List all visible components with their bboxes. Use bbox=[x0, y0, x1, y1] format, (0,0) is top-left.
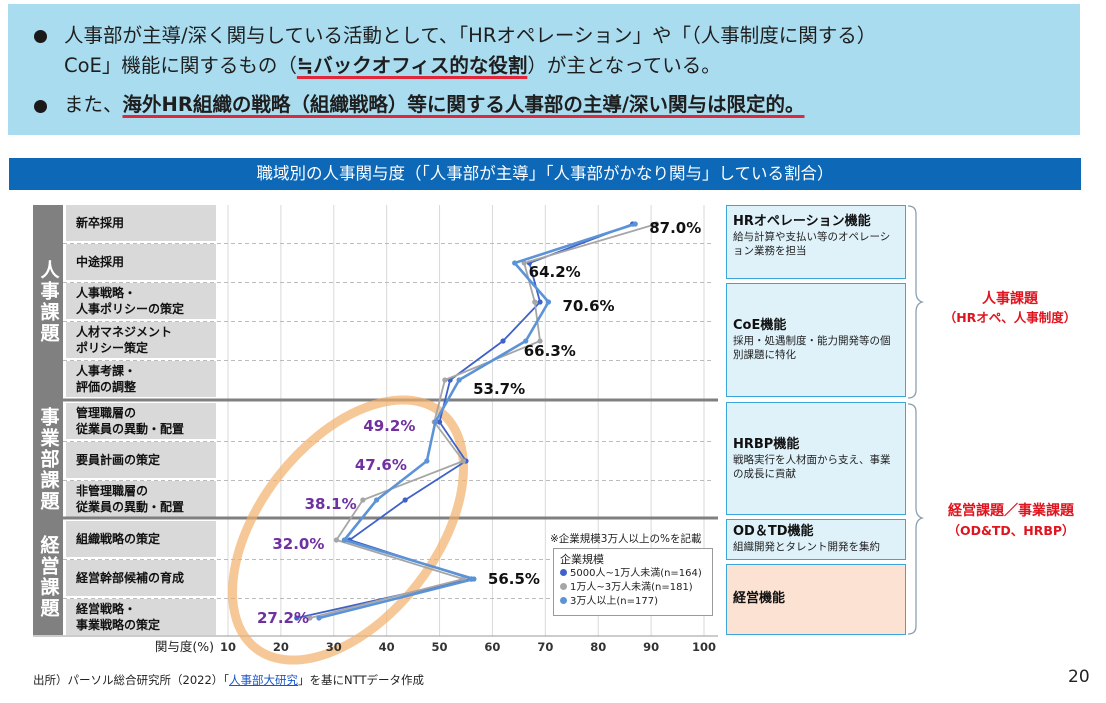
data-label: 27.2% bbox=[257, 609, 309, 627]
x-axis-label: 関与度(%) bbox=[155, 639, 214, 654]
summary-line-2: CoE」機能に関するもの（≒バックオフィス的な役割）が主となっている。 bbox=[64, 54, 721, 77]
data-point bbox=[316, 615, 322, 621]
data-point bbox=[442, 377, 448, 383]
data-label: 32.0% bbox=[272, 535, 324, 553]
category-label: 中途採用 bbox=[66, 244, 216, 280]
data-label: 66.3% bbox=[524, 342, 576, 360]
data-point bbox=[537, 338, 543, 344]
category-label: 人事戦略・ 人事ポリシーの策定 bbox=[66, 283, 216, 319]
group-label-management: 経営課題 bbox=[33, 519, 63, 635]
data-label: 38.1% bbox=[305, 495, 357, 513]
function-box-hr-operation: HRオペレーション機能 給与計算や支払い等のオペレーション業務を担当 bbox=[726, 205, 906, 279]
source-citation: 出所）パーソル総合研究所（2022）「人事部大研究」を基にNTTデータ作成 bbox=[33, 673, 424, 687]
data-point bbox=[632, 221, 638, 227]
data-point bbox=[333, 537, 340, 543]
x-tick-label: 40 bbox=[379, 640, 395, 654]
function-box-management: 経営機能 bbox=[726, 564, 906, 635]
group-label-business: 事業部課題 bbox=[33, 401, 63, 517]
data-point bbox=[374, 497, 380, 503]
right-label-business-issues: 経営課題／事業課題 bbox=[948, 503, 1074, 519]
category-label: 人材マネジメント ポリシー策定 bbox=[66, 322, 216, 358]
data-label: 64.2% bbox=[529, 263, 581, 281]
summary-emphasis-1: ≒バックオフィス的な役割 bbox=[296, 54, 528, 77]
data-point bbox=[512, 260, 518, 266]
data-label: 87.0% bbox=[649, 219, 701, 237]
legend-item: 3万人以上(n=177) bbox=[560, 595, 706, 609]
group-label-hr: 人事課題 bbox=[33, 205, 63, 399]
function-box-odtd: OD＆TD機能 組織開発とタレント開発を集約 bbox=[726, 519, 906, 560]
x-tick-label: 100 bbox=[692, 640, 716, 654]
bullet-1 bbox=[34, 30, 47, 43]
chart-title-banner: 職域別の人事関与度（「人事部が主導」「人事部がかなり関与」している割合） bbox=[9, 158, 1081, 190]
data-point bbox=[532, 299, 538, 305]
function-box-hrbp: HRBP機能 戦略実行を人材面から支え、事業の成長に貢献 bbox=[726, 402, 906, 515]
category-label: 非管理職層の 従業員の異動・配置 bbox=[66, 481, 216, 517]
data-label: 49.2% bbox=[363, 417, 415, 435]
data-point bbox=[545, 299, 552, 305]
data-point bbox=[341, 537, 347, 543]
x-tick-label: 90 bbox=[643, 640, 659, 654]
category-label: 要員計画の策定 bbox=[66, 442, 216, 478]
data-point bbox=[436, 419, 443, 425]
bullet-2 bbox=[34, 100, 47, 113]
summary-box bbox=[8, 4, 1080, 135]
source-link[interactable]: 人事部大研究 bbox=[229, 673, 299, 687]
data-point bbox=[523, 338, 529, 344]
category-label: 経営幹部候補の育成 bbox=[66, 560, 216, 596]
data-point bbox=[537, 299, 543, 305]
data-point bbox=[307, 615, 313, 621]
data-label: 70.6% bbox=[563, 297, 615, 315]
data-label: 47.6% bbox=[355, 456, 407, 474]
data-point bbox=[360, 497, 366, 503]
right-label-hr-issues: 人事課題 bbox=[982, 291, 1038, 307]
summary-line-1: 人事部が主導/深く関与している活動として、「HRオペレーション」や「（人事制度に… bbox=[64, 24, 877, 47]
legend-item: 5000人~1万人未満(n=164) bbox=[560, 567, 706, 581]
right-label-hr-issues-sub: （HRオペ、人事制度） bbox=[943, 310, 1077, 325]
category-label: 組織戦略の策定 bbox=[66, 521, 216, 557]
function-box-coe: CoE機能 採用・処遇制度・能力開発等の個別課題に特化 bbox=[726, 283, 906, 397]
chart-note: ※企業規模3万人以上の%を記載 bbox=[550, 533, 702, 545]
chart-legend: 企業規模 5000人~1万人未満(n=164) 1万人~3万人未満(n=181)… bbox=[553, 548, 713, 616]
data-point bbox=[402, 497, 408, 503]
data-point bbox=[424, 458, 430, 464]
summary-emphasis-2: 海外HR組織の戦略（組織戦略）等に関する人事部の主導/深い関与は限定的。 bbox=[122, 93, 805, 116]
data-label: 53.7% bbox=[473, 380, 525, 398]
x-tick-label: 30 bbox=[326, 640, 342, 654]
legend-item: 1万人~3万人未満(n=181) bbox=[560, 581, 706, 595]
x-tick-label: 80 bbox=[590, 640, 606, 654]
data-point bbox=[653, 221, 660, 227]
x-tick-label: 60 bbox=[484, 640, 500, 654]
data-point bbox=[460, 458, 466, 464]
legend-title: 企業規模 bbox=[560, 553, 604, 566]
x-tick-label: 20 bbox=[273, 640, 289, 654]
data-point bbox=[471, 576, 477, 582]
category-label: 管理職層の 従業員の異動・配置 bbox=[66, 403, 216, 439]
data-label: 56.5% bbox=[488, 570, 540, 588]
x-tick-label: 50 bbox=[432, 640, 448, 654]
category-label: 経営戦略・ 事業戦略の策定 bbox=[66, 599, 216, 635]
data-point bbox=[456, 377, 462, 383]
data-point bbox=[500, 338, 506, 344]
summary-line-3: また、海外HR組織の戦略（組織戦略）等に関する人事部の主導/深い関与は限定的。 bbox=[64, 93, 805, 116]
category-label: 人事考課・ 評価の調整 bbox=[66, 361, 216, 397]
category-label: 新卒採用 bbox=[66, 205, 216, 241]
right-label-business-issues-sub: （OD&TD、HRBP） bbox=[947, 523, 1075, 538]
data-point bbox=[432, 419, 438, 425]
page-number: 20 bbox=[1068, 667, 1090, 687]
x-tick-label: 10 bbox=[220, 640, 236, 654]
data-point bbox=[294, 615, 300, 621]
x-tick-label: 70 bbox=[537, 640, 553, 654]
